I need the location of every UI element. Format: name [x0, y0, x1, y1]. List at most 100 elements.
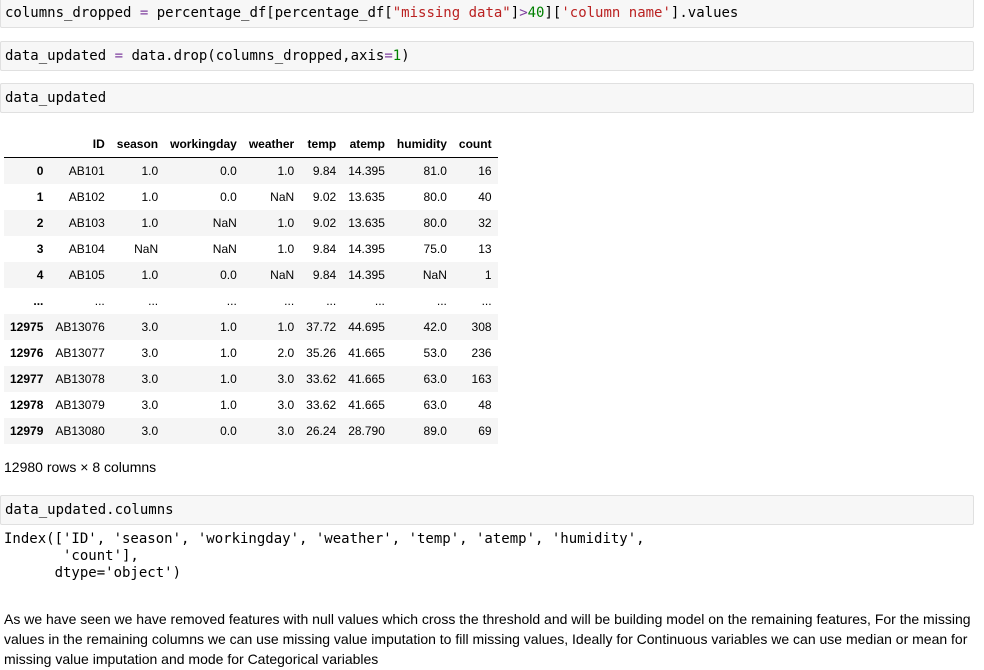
table-cell: 0.0: [220, 190, 237, 204]
table-row: 12976 AB13077 3.0 1.0 2.0 35.26 41.665 53.0 236: [4, 340, 498, 366]
table-cell: 1.0: [220, 398, 237, 412]
row-index: 12979: [10, 424, 44, 438]
column-header: humidity: [390, 131, 453, 158]
table-cell: 3.0: [141, 424, 159, 438]
table-cell: AB104: [68, 242, 105, 256]
table-cell: ...: [94, 294, 105, 308]
table-row: 2 AB103 1.0 NaN 1.0 9.02 13.635 80.0 32: [4, 210, 498, 236]
table-cell: 1.0: [277, 320, 295, 334]
table-cell: 3.0: [141, 346, 159, 360]
table-cell: 9.84: [312, 268, 337, 282]
column-header: ID: [49, 131, 111, 158]
table-cell: 1.0: [277, 242, 295, 256]
table-cell: 1.0: [277, 216, 295, 230]
table-cell: 37.72: [306, 320, 337, 334]
table-cell: NaN: [212, 242, 237, 256]
table-cell: 53.0: [423, 346, 447, 360]
code-cell-data-updated[interactable]: data_updated: [0, 83, 974, 113]
row-index: 12978: [10, 398, 44, 412]
table-cell: 16: [478, 164, 492, 178]
table-cell: 163: [471, 372, 492, 386]
dataframe-header-row: ID season workingday weather temp atemp humidi…: [4, 131, 498, 158]
code-operator: =: [384, 48, 393, 64]
dataframe-body: 0 AB101 1.0 0.0 1.0 9.84 14.395 81.0 16 1 AB102 1.0…: [4, 157, 498, 444]
table-cell: 13.635: [348, 216, 385, 230]
code-operator: =: [114, 48, 124, 64]
code-token: data_updated: [5, 90, 107, 106]
column-header: season: [110, 131, 165, 158]
code-string: "missing data": [392, 5, 511, 21]
table-cell: AB13080: [55, 424, 105, 438]
index-header: [4, 131, 50, 158]
table-cell: 9.84: [312, 242, 337, 256]
table-cell: 81.0: [423, 164, 447, 178]
table-cell: ...: [148, 294, 159, 308]
table-cell: 33.62: [306, 372, 337, 386]
table-cell: 1.0: [277, 164, 295, 178]
code-number: 40: [527, 5, 545, 21]
table-cell: ...: [326, 294, 337, 308]
table-cell: AB103: [68, 216, 105, 230]
table-cell: AB101: [68, 164, 105, 178]
table-cell: 14.395: [348, 242, 385, 256]
table-cell: 9.84: [312, 164, 337, 178]
table-cell: 13.635: [348, 190, 385, 204]
table-cell: 1.0: [220, 320, 237, 334]
table-cell: 35.26: [306, 346, 337, 360]
table-row: 12975 AB13076 3.0 1.0 1.0 37.72 44.695 42.0 308: [4, 314, 498, 340]
table-cell: AB13076: [55, 320, 105, 334]
row-index: 12977: [10, 372, 44, 386]
code-token: ][: [544, 5, 562, 21]
table-cell: 41.665: [348, 372, 385, 386]
table-cell: 26.24: [306, 424, 337, 438]
code-token: data.drop(columns_dropped,axis: [123, 48, 385, 64]
table-cell: 1.0: [141, 164, 159, 178]
table-cell: 42.0: [423, 320, 447, 334]
table-cell: AB105: [68, 268, 105, 282]
table-cell: 1.0: [141, 190, 159, 204]
table-cell: 0.0: [220, 268, 237, 282]
code-token: ): [401, 48, 410, 64]
table-cell: 236: [471, 346, 492, 360]
table-row: 12978 AB13079 3.0 1.0 3.0 33.62 41.665 63.0 48: [4, 392, 498, 418]
table-cell: 2.0: [277, 346, 295, 360]
column-header: temp: [300, 131, 343, 158]
table-cell: 41.665: [348, 398, 385, 412]
table-cell: AB13079: [55, 398, 105, 412]
table-cell: 44.695: [348, 320, 385, 334]
table-cell: ...: [374, 294, 385, 308]
column-header: weather: [242, 131, 301, 158]
table-cell: NaN: [212, 216, 237, 230]
code-string: 'column name': [561, 5, 671, 21]
table-row: 12979 AB13080 3.0 0.0 3.0 26.24 28.790 89.0 69: [4, 418, 498, 444]
table-row: ...........................: [4, 288, 498, 314]
table-cell: 3.0: [141, 398, 159, 412]
row-index: 4: [36, 268, 44, 282]
table-cell: 32: [478, 216, 492, 230]
table-cell: 48: [478, 398, 492, 412]
table-row: 4 AB105 1.0 0.0 NaN 9.84 14.395 NaN 1: [4, 262, 498, 288]
table-cell: 63.0: [423, 398, 447, 412]
code-cell-data-columns[interactable]: data_updated.columns: [0, 495, 974, 525]
table-cell: 1.0: [141, 216, 159, 230]
table-cell: 40: [478, 190, 492, 204]
table-cell: 28.790: [348, 424, 385, 438]
code-token: percentage_df[percentage_df[: [148, 5, 393, 21]
table-cell: ...: [436, 294, 447, 308]
column-header: workingday: [164, 131, 243, 158]
table-cell: 75.0: [423, 242, 447, 256]
table-cell: 41.665: [348, 346, 385, 360]
table-cell: 3.0: [141, 372, 159, 386]
row-index: ...: [33, 294, 44, 308]
dataframe-shape-text: 12980 rows × 8 columns: [4, 459, 157, 475]
row-index: 1: [36, 190, 44, 204]
column-header: count: [452, 131, 498, 158]
table-cell: NaN: [422, 268, 447, 282]
table-cell: ...: [284, 294, 295, 308]
table-cell: NaN: [270, 190, 295, 204]
code-cell-columns-dropped[interactable]: columns_dropped = percentage_df[percenta…: [0, 0, 974, 28]
table-cell: 14.395: [348, 268, 385, 282]
row-index: 3: [36, 242, 44, 256]
index-output: Index(['ID', 'season', 'workingday', 'we…: [4, 531, 645, 581]
code-cell-data-drop[interactable]: data_updated = data.drop(columns_dropped…: [0, 41, 974, 71]
